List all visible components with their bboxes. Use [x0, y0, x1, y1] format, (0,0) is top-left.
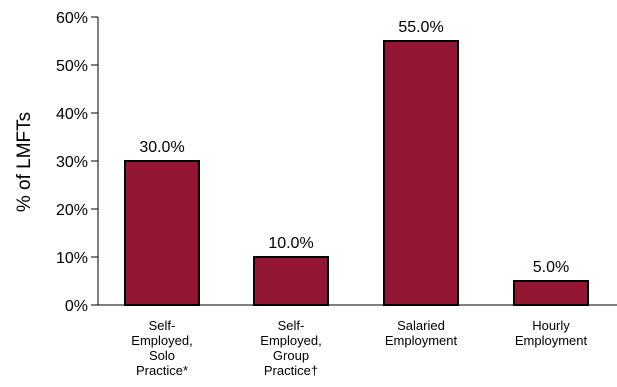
- y-tick-label: 30%: [56, 154, 88, 171]
- x-axis: Self-Employed, Solo Practice* Self-Employed…: [98, 304, 617, 378]
- y-tick-label: 20%: [56, 202, 88, 219]
- bar: [513, 280, 589, 306]
- bar: [124, 160, 200, 306]
- data-label: 10.0%: [268, 235, 313, 252]
- y-axis-title: % of LMFTs: [14, 112, 35, 212]
- bar: [383, 40, 459, 306]
- y-axis: 0% 10% 20% 30% 40% 50% 60%: [56, 10, 99, 315]
- y-tick-label: 60%: [56, 10, 88, 27]
- y-tick-label: 0%: [65, 298, 88, 315]
- x-tick-label: Self-Employed, Group Practice†: [260, 318, 321, 378]
- y-tick-label: 10%: [56, 250, 88, 267]
- x-tick-label: Self-Employed, Solo Practice*: [131, 318, 192, 378]
- data-label: 55.0%: [398, 19, 443, 36]
- x-tick-label: Hourly Employment: [515, 318, 588, 348]
- x-tick-label: Salaried Employment: [385, 318, 458, 348]
- y-tick-label: 40%: [56, 106, 88, 123]
- y-tick-label: 50%: [56, 58, 88, 75]
- bar: [253, 256, 329, 306]
- bars: 30.0% 10.0% 55.0% 5.0%: [124, 19, 589, 306]
- data-label: 30.0%: [139, 139, 184, 156]
- data-label: 5.0%: [533, 259, 569, 276]
